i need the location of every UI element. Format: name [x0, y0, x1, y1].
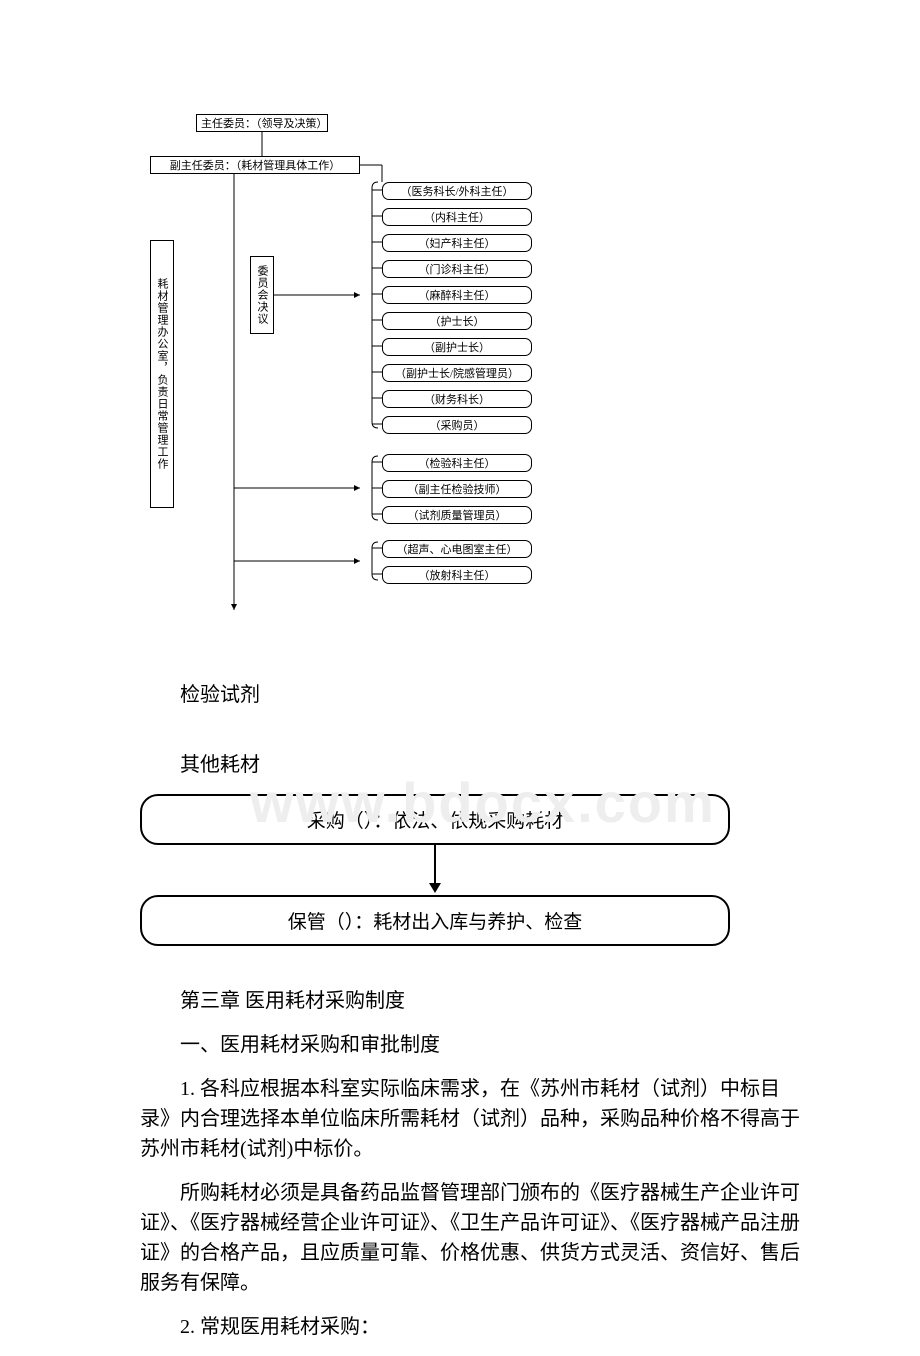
member-box: （麻醉科主任）: [382, 286, 532, 304]
member-box: （医务科长/外科主任）: [382, 182, 532, 200]
member-box: （副护士长）: [382, 338, 532, 356]
member-box: （副主任检验技师）: [382, 480, 532, 498]
member-box: （超声、心电图室主任）: [382, 540, 532, 558]
node-office: 耗材管理办公室，负责日常管理工作: [150, 240, 174, 508]
pill-storage: 保管（）：耗材出入库与养护、检查: [140, 895, 730, 946]
member-box: （采购员）: [382, 416, 532, 434]
section-title: 一、医用耗材采购和审批制度: [140, 1030, 800, 1060]
node-deputy: 副主任委员：（耗材管理具体工作）: [150, 156, 360, 174]
member-box: （门诊科主任）: [382, 260, 532, 278]
member-box: （护士长）: [382, 312, 532, 330]
label-other: 其他耗材: [140, 750, 800, 780]
member-box: （内科主任）: [382, 208, 532, 226]
member-box: （妇产科主任）: [382, 234, 532, 252]
member-box: （检验科主任）: [382, 454, 532, 472]
paragraph: 1. 各科应根据本科室实际临床需求，在《苏州市耗材（试剂）中标目录》内合理选择本…: [140, 1074, 800, 1164]
member-box: （财务科长）: [382, 390, 532, 408]
paragraph: 所购耗材必须是具备药品监督管理部门颁布的《医疗器械生产企业许可证》、《医疗器械经…: [140, 1178, 800, 1298]
member-box: （放射科主任）: [382, 566, 532, 584]
org-flowchart: 主任委员：（领导及决策） 副主任委员：（耗材管理具体工作） 耗材管理办公室，负责…: [150, 100, 710, 640]
node-director: 主任委员：（领导及决策）: [196, 114, 328, 132]
chapter-title: 第三章 医用耗材采购制度: [140, 986, 800, 1016]
member-box: （副护士长/院感管理员）: [382, 364, 532, 382]
label-reagent: 检验试剂: [140, 680, 800, 710]
node-committee: 委员会决议: [250, 256, 274, 334]
arrow-down-icon: [415, 845, 455, 895]
paragraph: 2. 常规医用耗材采购：: [140, 1312, 800, 1342]
member-box: （试剂质量管理员）: [382, 506, 532, 524]
